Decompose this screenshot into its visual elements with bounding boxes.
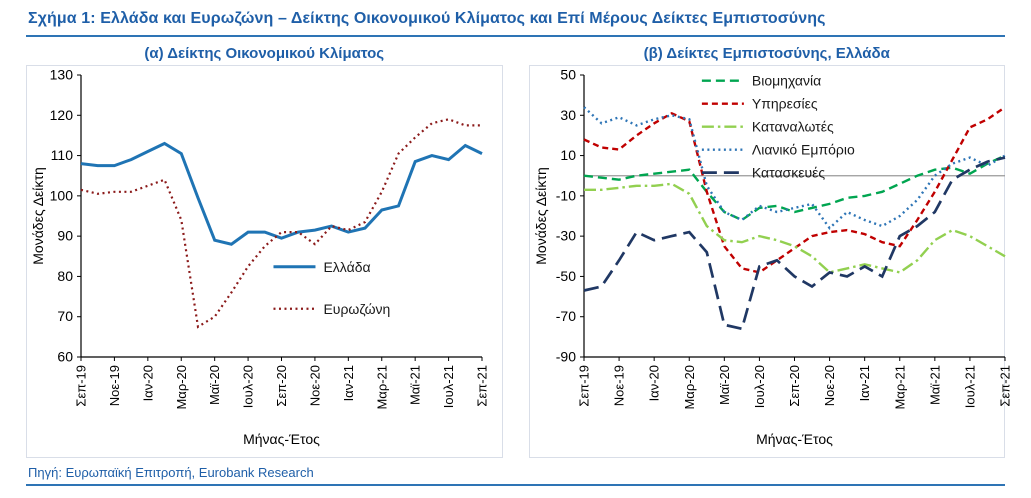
y-tick-label: 110 — [51, 147, 74, 163]
x-tick-label: Ιουλ-20 — [241, 365, 256, 408]
y-tick-label: -70 — [555, 308, 575, 324]
legend-label: Ελλάδα — [323, 259, 370, 275]
x-tick-label: Ιαν-21 — [341, 365, 356, 401]
panel-a-title: (α) Δείκτης Οικονομικού Κλίματος — [144, 45, 385, 62]
legend-label: Λιανικό Εμπόριο — [751, 142, 854, 158]
x-tick-label: Ιουλ-21 — [962, 365, 977, 408]
panel-a: (α) Δείκτης Οικονομικού Κλίματος 130 120 1… — [26, 42, 503, 458]
x-tick-label: Σεπ-21 — [997, 365, 1012, 407]
bottom-rule — [26, 484, 1005, 486]
panel-b-title: (β) Δείκτες Εμπιστοσύνης, Ελλάδα — [643, 45, 890, 62]
figure: Σχήμα 1: Ελλάδα και Ευρωζώνη – Δείκτης Ο… — [26, 10, 1012, 486]
legend-label: Ευρωζώνη — [323, 301, 390, 317]
charts-row: (α) Δείκτης Οικονομικού Κλίματος 130 120 1… — [26, 42, 1012, 458]
x-tick-label: Ιαν-20 — [140, 365, 155, 401]
x-tick-label: Ιουλ-21 — [441, 365, 456, 408]
y-tick-label: 60 — [57, 349, 73, 365]
x-tick-label: Σεπ-21 — [475, 365, 490, 407]
y-tick-label: -30 — [555, 228, 575, 244]
panel-b-box: 50 30 10 -10 -30 -50 -70 -90 Σεπ-19 Νοε-19 Ιαν-20 Μ… — [528, 65, 1012, 458]
y-tick-label: 30 — [560, 107, 576, 123]
y-tick-label: -90 — [555, 349, 575, 365]
y-tick-label: 90 — [57, 228, 73, 244]
y-tick-label: 80 — [57, 268, 73, 284]
series-line — [80, 141, 483, 246]
x-axis-title: Μήνας-Έτος — [756, 431, 833, 447]
x-tick-label: Σεπ-20 — [787, 365, 802, 407]
x-tick-label: Νοε-19 — [107, 365, 122, 406]
x-tick-label: Μαϊ-21 — [927, 365, 942, 405]
x-tick-label: Σεπ-20 — [274, 365, 289, 407]
y-tick-label: 70 — [57, 308, 73, 324]
x-tick-label: Νοε-20 — [822, 365, 837, 406]
y-tick-label: -50 — [555, 268, 575, 284]
figure-title: Σχήμα 1: Ελλάδα και Ευρωζώνη – Δείκτης Ο… — [28, 10, 826, 27]
x-tick-label: Νοε-19 — [611, 365, 626, 406]
source-note: Πηγή: Ευρωπαϊκή Επιτροπή, Eurobank Resea… — [28, 465, 314, 480]
legend-label: Βιομηχανία — [751, 73, 820, 89]
x-tick-label: Μαρ-20 — [174, 365, 189, 410]
panel-a-box: 130 120 110 100 90 80 70 60 Σεπ-19 Νοε-19 Ιαν-20 Μα… — [26, 65, 503, 458]
panel-b: (β) Δείκτες Εμπιστοσύνης, Ελλάδα 50 30 10 -… — [528, 42, 1012, 458]
x-tick-label: Ιουλ-20 — [751, 365, 766, 408]
y-tick-label: 100 — [50, 187, 74, 203]
series-line — [583, 156, 1005, 331]
y-tick-label: -10 — [555, 187, 575, 203]
x-axis-title: Μήνας-Έτος — [243, 431, 320, 447]
x-tick-label: Νοε-20 — [307, 365, 322, 406]
x-tick-label: Μαρ-20 — [681, 365, 696, 410]
x-tick-label: Σεπ-19 — [74, 365, 89, 407]
y-axis-title: Μονάδες Δείκτη — [30, 167, 46, 264]
x-tick-label: Μαϊ-20 — [207, 365, 222, 405]
legend-label: Κατασκευές — [751, 165, 824, 181]
y-tick-label: 50 — [560, 67, 576, 83]
y-tick-label: 10 — [560, 147, 576, 163]
series-line — [80, 118, 482, 329]
y-tick-label: 120 — [50, 107, 74, 123]
y-axis-title: Μονάδες Δείκτη — [533, 167, 549, 264]
x-tick-label: Σεπ-19 — [576, 365, 591, 407]
x-tick-label: Μαϊ-21 — [408, 365, 423, 405]
top-rule — [26, 35, 1005, 37]
series-line — [583, 154, 1005, 222]
series-line — [583, 182, 1006, 274]
x-tick-label: Ιαν-20 — [646, 365, 661, 401]
x-tick-label: Μαρ-21 — [892, 365, 907, 410]
y-tick-label: 130 — [50, 67, 74, 83]
x-tick-label: Μαρ-21 — [374, 365, 389, 410]
series-line — [583, 106, 1006, 274]
legend-label: Καταναλωτές — [751, 119, 833, 135]
x-tick-label: Ιαν-21 — [857, 365, 872, 401]
x-tick-label: Μαϊ-20 — [716, 365, 731, 405]
legend-label: Υπηρεσίες — [751, 96, 817, 112]
